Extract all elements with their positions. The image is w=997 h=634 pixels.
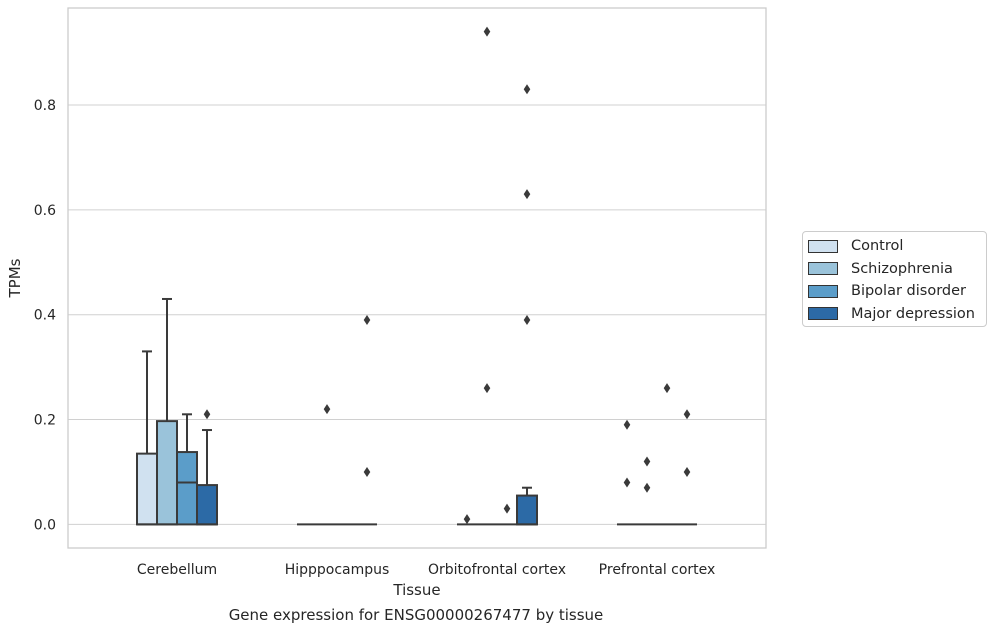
x-tick-labels: Cerebellum Hipppocampus Orbitofrontal cort… bbox=[137, 562, 715, 578]
outlier-point bbox=[363, 466, 371, 477]
box-body bbox=[136, 452, 158, 526]
box-control-orbitofrontal-cortex bbox=[457, 514, 477, 526]
outlier-point bbox=[623, 477, 631, 488]
box-bipolar-disorder-prefrontal-cortex bbox=[657, 383, 677, 526]
chart-caption: Gene expression for ENSG00000267477 by t… bbox=[228, 606, 604, 624]
outlier-point bbox=[203, 409, 211, 420]
box-control-cerebellum bbox=[136, 350, 158, 526]
outlier-point bbox=[643, 482, 651, 493]
box-body bbox=[176, 451, 198, 526]
box-schizophrenia-hipppocampus bbox=[317, 404, 337, 526]
outlier-point bbox=[523, 314, 531, 325]
outlier-point bbox=[363, 314, 371, 325]
legend-swatch-bipolar-disorder bbox=[808, 284, 838, 298]
legend-swatch-major-depression bbox=[808, 307, 838, 321]
legend-swatch-schizophrenia bbox=[808, 262, 838, 276]
outlier-point bbox=[323, 404, 331, 415]
outlier-point bbox=[683, 409, 691, 420]
legend-item-control: Control bbox=[808, 235, 986, 258]
y-tick-label: 0.8 bbox=[34, 98, 56, 114]
x-tick-label: Cerebellum bbox=[137, 562, 217, 578]
box-major-depression-orbitofrontal-cortex bbox=[516, 84, 538, 526]
box-schizophrenia-cerebellum bbox=[156, 297, 178, 526]
legend-item-schizophrenia: Schizophrenia bbox=[808, 258, 986, 281]
outlier-point bbox=[483, 383, 491, 394]
legend-item-major-depression: Major depression bbox=[808, 303, 986, 326]
outlier-point bbox=[523, 189, 531, 200]
outlier-point bbox=[523, 84, 531, 95]
y-tick-label: 0.4 bbox=[34, 308, 56, 324]
outlier-point bbox=[643, 456, 651, 467]
x-tick-label: Prefrontal cortex bbox=[599, 562, 716, 578]
plot-frame bbox=[67, 7, 767, 549]
box-bipolar-disorder-cerebellum bbox=[176, 413, 198, 526]
box-control-prefrontal-cortex bbox=[617, 419, 637, 526]
outlier-point bbox=[663, 383, 671, 394]
box-body bbox=[156, 420, 178, 526]
legend-label-major-depression: Major depression bbox=[851, 305, 975, 322]
box-major-depression-prefrontal-cortex bbox=[677, 409, 697, 526]
box-body bbox=[196, 484, 218, 526]
box-major-depression-cerebellum bbox=[196, 409, 218, 526]
legend-label-control: Control bbox=[851, 238, 904, 255]
legend-label-schizophrenia: Schizophrenia bbox=[851, 260, 953, 277]
box-major-depression-hipppocampus bbox=[357, 314, 377, 526]
legend: Control Schizophrenia Bipolar disorder M… bbox=[802, 231, 987, 327]
box-schizophrenia-prefrontal-cortex bbox=[637, 456, 657, 526]
outlier-point bbox=[483, 26, 491, 37]
box-body bbox=[516, 494, 538, 526]
y-axis-label: TPMs bbox=[6, 258, 24, 298]
legend-label-bipolar-disorder: Bipolar disorder bbox=[851, 283, 966, 300]
x-tick-label: Hipppocampus bbox=[285, 562, 390, 578]
box-schizophrenia-orbitofrontal-cortex bbox=[477, 26, 497, 526]
y-tick-label: 0.0 bbox=[34, 517, 56, 533]
y-tick-label: 0.2 bbox=[34, 413, 56, 429]
box-marks bbox=[136, 26, 697, 526]
outlier-point bbox=[683, 466, 691, 477]
outlier-point bbox=[463, 514, 471, 525]
legend-item-bipolar-disorder: Bipolar disorder bbox=[808, 280, 986, 303]
legend-swatch-control bbox=[808, 239, 838, 253]
outlier-point bbox=[623, 419, 631, 430]
x-axis-label: Tissue bbox=[392, 581, 440, 599]
y-tick-label: 0.6 bbox=[34, 203, 56, 219]
y-tick-labels: 0.0 0.2 0.4 0.6 0.8 bbox=[34, 98, 56, 533]
x-tick-label: Orbitofrontal cortex bbox=[428, 562, 566, 578]
outlier-point bbox=[503, 503, 511, 514]
box-bipolar-disorder-orbitofrontal-cortex bbox=[497, 503, 517, 526]
